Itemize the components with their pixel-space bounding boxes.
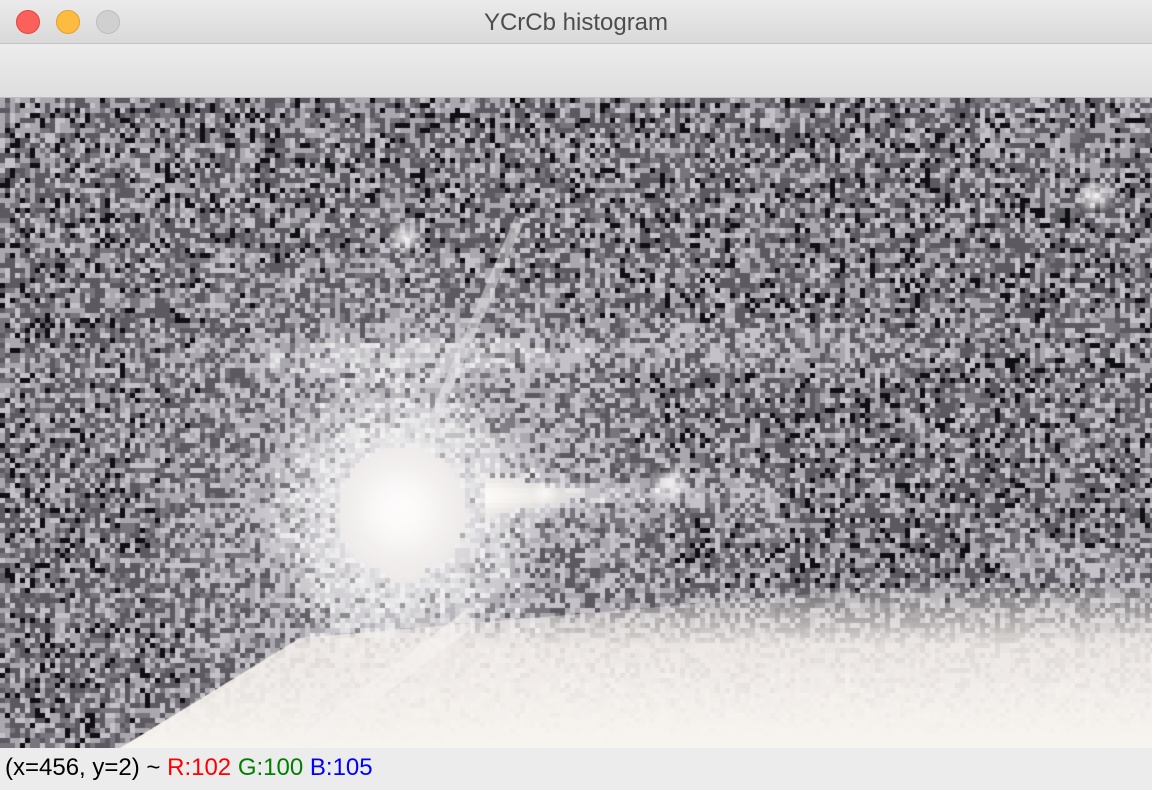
- status-text: (x=456, y=2) ~ R:102 G:100 B:105: [5, 753, 373, 783]
- blue-value: B:105: [309, 754, 373, 781]
- green-value: G:100: [237, 754, 304, 781]
- toolbar: [0, 44, 1152, 98]
- red-value: R:102: [167, 754, 232, 781]
- window-title: YCrCb histogram: [483, 9, 669, 36]
- image-canvas[interactable]: [0, 98, 1152, 748]
- close-window-button[interactable]: [16, 10, 40, 34]
- cursor-coordinates: (x=456, y=2) ~: [5, 754, 161, 781]
- minimize-window-button[interactable]: [56, 10, 80, 34]
- title-bar[interactable]: YCrCb histogram: [0, 0, 1152, 44]
- zoom-window-button[interactable]: [96, 10, 120, 34]
- status-bar: (x=456, y=2) ~ R:102 G:100 B:105: [0, 748, 1152, 790]
- image-view[interactable]: [0, 98, 1152, 748]
